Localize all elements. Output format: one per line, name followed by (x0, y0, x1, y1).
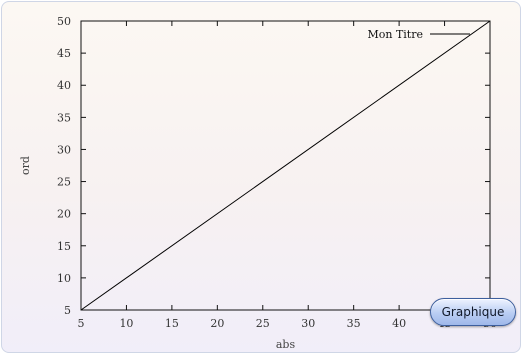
y-tick-label: 50 (57, 15, 71, 28)
series-line (80, 20, 491, 311)
y-tick-label: 35 (57, 111, 71, 124)
y-tick-label: 5 (64, 304, 71, 317)
y-tick-label: 20 (57, 208, 71, 221)
graphique-button[interactable]: Graphique (430, 298, 516, 326)
y-axis-label: ord (19, 156, 32, 175)
y-tick-label: 15 (57, 240, 71, 253)
x-tick-label: 5 (78, 317, 85, 330)
x-tick-label: 20 (210, 317, 224, 330)
x-tick-label: 10 (119, 317, 133, 330)
x-tick-label: 40 (392, 317, 406, 330)
chart-svg: 51015202530354045505101520253035404550 a… (19, 15, 497, 351)
y-tick-label: 45 (57, 47, 71, 60)
x-axis-label: abs (276, 338, 296, 351)
y-tick-label: 25 (57, 176, 71, 189)
x-tick-label: 15 (165, 317, 179, 330)
x-tick-label: 25 (256, 317, 270, 330)
x-tick-label: 35 (347, 317, 361, 330)
legend-entry-label: Mon Titre (367, 28, 423, 41)
y-tick-label: 10 (57, 272, 71, 285)
plot-area-frame (80, 20, 491, 311)
y-tick-label: 40 (57, 79, 71, 92)
x-tick-label: 30 (301, 317, 315, 330)
y-tick-label: 30 (57, 143, 71, 156)
